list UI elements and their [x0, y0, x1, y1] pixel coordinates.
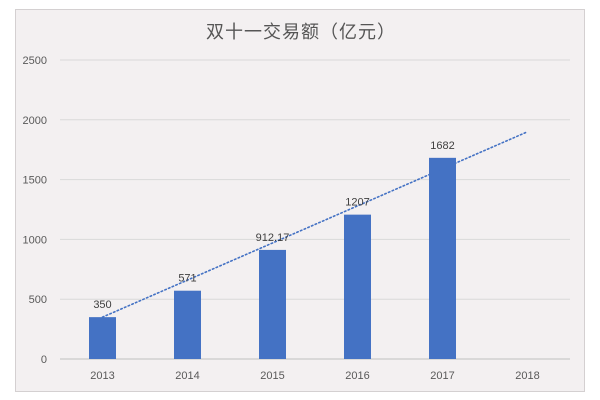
data-label-2015: 912.17	[256, 232, 290, 244]
data-label-2014: 571	[178, 273, 196, 285]
bar-2017	[429, 157, 456, 359]
x-tick-label: 2017	[430, 370, 454, 382]
data-label-2017: 1682	[430, 140, 454, 152]
data-label-2016: 1207	[345, 197, 369, 209]
y-tick-label: 2500	[23, 55, 47, 67]
x-tick-label: 2016	[345, 370, 369, 382]
y-tick-label: 0	[41, 354, 47, 366]
y-tick-label: 500	[29, 294, 47, 306]
y-tick-label: 1500	[23, 175, 47, 187]
chart-title: 双十一交易额（亿元）	[206, 22, 396, 43]
data-label-2013: 350	[93, 299, 111, 311]
x-tick-label: 2013	[90, 370, 114, 382]
y-tick-label: 2000	[23, 115, 47, 127]
x-tick-label: 2015	[260, 370, 284, 382]
trendline	[101, 130, 529, 318]
bar-2015	[259, 249, 286, 359]
bar-2014	[174, 290, 201, 359]
bar-2016	[344, 214, 371, 359]
bar-2013	[89, 317, 116, 359]
x-tick-label: 2014	[175, 370, 199, 382]
x-tick-label: 2018	[515, 370, 539, 382]
y-tick-label: 1000	[23, 234, 47, 246]
